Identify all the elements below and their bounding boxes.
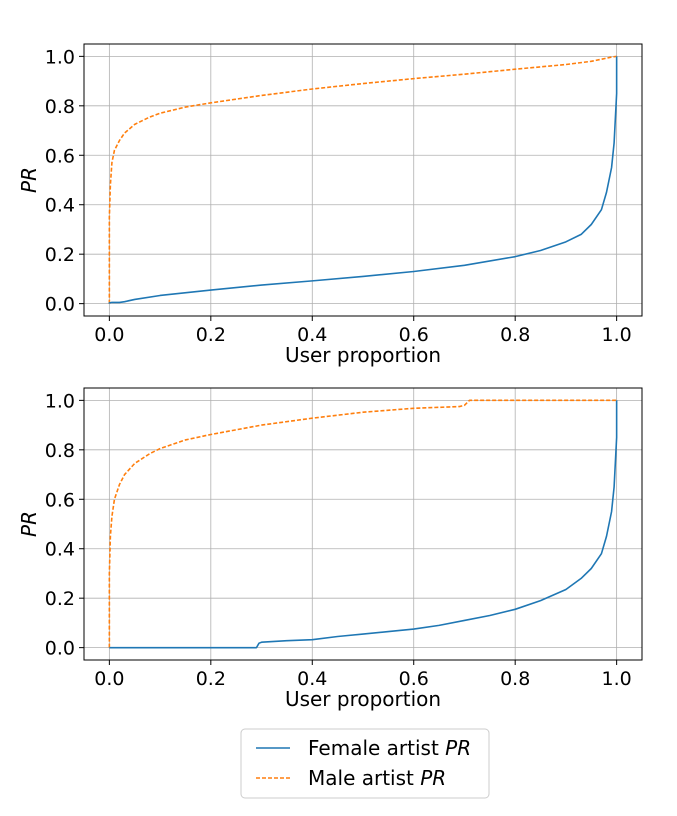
x-tick-label: 0.6 [399, 668, 429, 690]
series-line-male [108, 399, 617, 648]
axes-frame [83, 43, 643, 317]
series-line-female [109, 400, 618, 649]
y-axis-label: PR [17, 167, 41, 193]
x-tick-label: 1.0 [602, 324, 632, 346]
x-tick-label: 0.4 [297, 668, 327, 690]
y-tick-label: 0.8 [45, 96, 75, 118]
y-tick-label: 0.2 [45, 244, 75, 266]
x-tick-label: 0.8 [500, 324, 530, 346]
series-line-female [108, 56, 618, 304]
x-tick-label: 0.8 [500, 668, 530, 690]
axes-frame [83, 387, 643, 661]
y-tick-label: 0.6 [45, 145, 75, 167]
x-axis-label: User proportion [285, 343, 441, 367]
x-tick-label: 0.0 [94, 668, 124, 690]
x-tick-label: 0.2 [196, 668, 226, 690]
y-tick-label: 1.0 [45, 46, 75, 68]
y-tick-label: 0.8 [45, 440, 75, 462]
y-tick-label: 0.0 [45, 638, 75, 660]
x-axis-label: User proportion [285, 687, 441, 711]
legend-frame [240, 728, 490, 799]
x-tick-label: 0.4 [297, 324, 327, 346]
y-tick-label: 0.4 [45, 539, 75, 561]
series-line-male [108, 55, 617, 304]
legend: Female artist PR Male artist PR [240, 728, 490, 799]
y-axis-label: PR [17, 511, 41, 537]
y-tick-label: 0.6 [45, 489, 75, 511]
top-plot: 0.0 0.2 0.4 0.6 0.8 1.0 0.0 0.2 0.4 0.6 0.8 1.0 User… [17, 43, 643, 367]
x-tick-label: 0.2 [196, 324, 226, 346]
bottom-plot: 0.0 0.2 0.4 0.6 0.8 1.0 0.0 0.2 0.4 0.6 0.8 1.0 User… [17, 387, 643, 711]
y-tick-label: 0.4 [45, 195, 75, 217]
y-tick-label: 0.0 [45, 294, 75, 316]
y-tick-label: 0.2 [45, 588, 75, 610]
x-tick-label: 0.0 [94, 324, 124, 346]
legend-label-male: Male artist PR [308, 766, 446, 790]
x-tick-label: 1.0 [602, 668, 632, 690]
y-tick-label: 1.0 [45, 390, 75, 412]
x-tick-label: 0.6 [399, 324, 429, 346]
legend-label-female: Female artist PR [308, 736, 471, 760]
